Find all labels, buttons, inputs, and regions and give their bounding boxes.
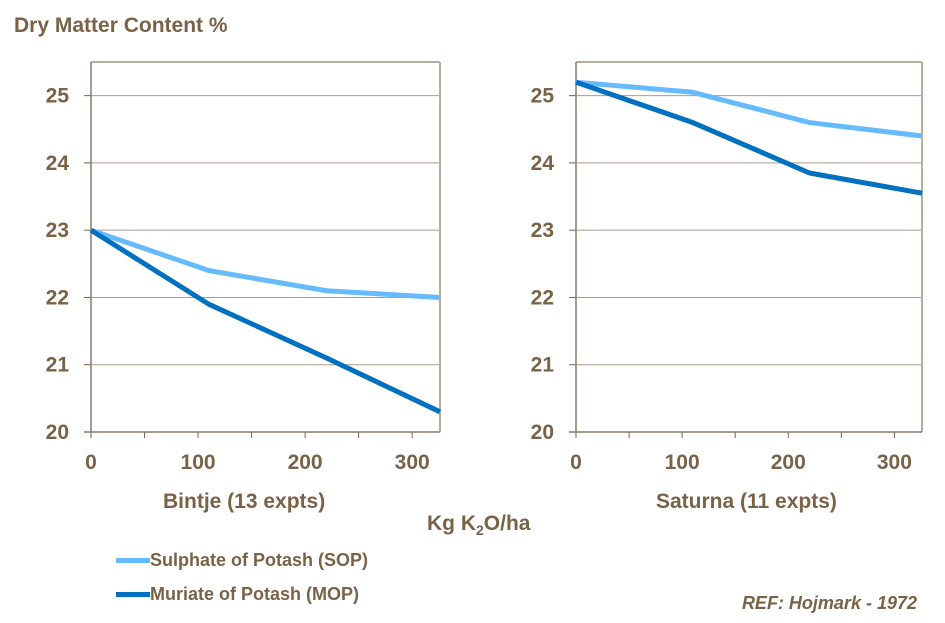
x-tick-label: 100 xyxy=(665,451,700,474)
y-tick-label: 25 xyxy=(46,85,70,108)
panel-title-bintje: Bintje (13 expts) xyxy=(163,490,326,513)
legend-label-sop: Sulphate of Potash (SOP) xyxy=(150,550,369,570)
y-tick-label: 20 xyxy=(531,421,554,444)
x-unit-pre: Kg K xyxy=(427,512,476,535)
series-line-mop xyxy=(89,228,442,415)
y-tick-label: 22 xyxy=(531,286,554,309)
y-tick-label: 24 xyxy=(46,152,70,175)
y-tick-label: 21 xyxy=(531,354,555,377)
legend-swatch-sop xyxy=(116,558,150,563)
x-tick-label: 200 xyxy=(288,451,323,474)
x-unit-sub: 2 xyxy=(476,522,484,539)
y-tick-label: 25 xyxy=(531,85,555,108)
x-tick-label: 300 xyxy=(877,451,912,474)
x-tick-label: 100 xyxy=(181,451,216,474)
legend-item-mop: Muriate of Potash (MOP) xyxy=(116,584,359,605)
panel-0: 20 21 22 23 24 25 0 100 200 300 xyxy=(46,61,442,474)
x-axis-title: Kg K2O/ha xyxy=(427,512,530,538)
series-line-mop xyxy=(575,79,923,196)
legend-item-sop: Sulphate of Potash (SOP) xyxy=(116,550,368,571)
x-tick-label: 300 xyxy=(395,451,430,474)
x-tick-label: 0 xyxy=(570,451,582,474)
reference-note: REF: Hojmark - 1972 xyxy=(741,593,917,613)
x-unit-post: O/ha xyxy=(483,512,531,535)
y-tick-label: 22 xyxy=(46,286,69,309)
panel-title-saturna: Saturna (11 expts) xyxy=(656,490,837,513)
series-line-sop xyxy=(575,79,923,139)
x-tick-label: 200 xyxy=(771,451,806,474)
series-line-sop xyxy=(90,227,441,300)
legend-label-mop: Muriate of Potash (MOP) xyxy=(150,584,360,604)
x-tick-label: 0 xyxy=(85,451,97,474)
y-axis-title: Dry Matter Content % xyxy=(14,14,228,37)
y-tick-label: 23 xyxy=(46,219,69,242)
legend-swatch-mop xyxy=(116,592,150,597)
y-tick-label: 21 xyxy=(46,354,70,377)
panel-1: 20 21 22 23 24 25 0 100 200 300 xyxy=(531,61,923,474)
y-tick-label: 24 xyxy=(531,152,555,175)
y-tick-label: 20 xyxy=(46,421,69,444)
y-tick-label: 23 xyxy=(531,219,554,242)
